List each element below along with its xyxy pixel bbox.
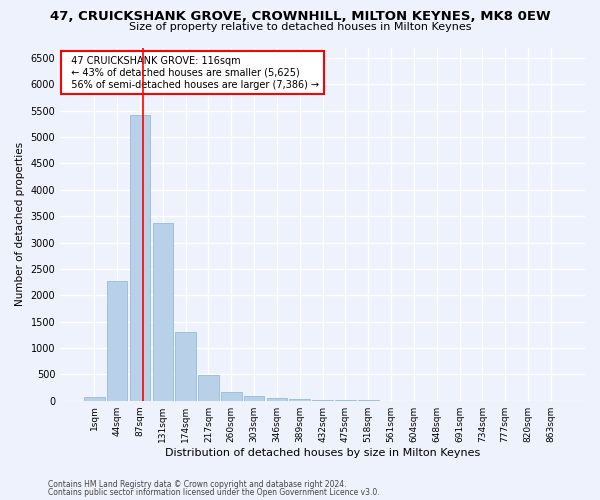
Text: 47 CRUICKSHANK GROVE: 116sqm
  ← 43% of detached houses are smaller (5,625)
  56: 47 CRUICKSHANK GROVE: 116sqm ← 43% of de… xyxy=(65,56,320,90)
Text: 47, CRUICKSHANK GROVE, CROWNHILL, MILTON KEYNES, MK8 0EW: 47, CRUICKSHANK GROVE, CROWNHILL, MILTON… xyxy=(50,10,550,23)
Bar xyxy=(175,332,196,400)
Bar xyxy=(221,392,242,400)
Bar xyxy=(244,396,265,400)
Bar xyxy=(152,222,173,400)
Bar xyxy=(289,399,310,400)
X-axis label: Distribution of detached houses by size in Milton Keynes: Distribution of detached houses by size … xyxy=(165,448,480,458)
Text: Size of property relative to detached houses in Milton Keynes: Size of property relative to detached ho… xyxy=(129,22,471,32)
Bar xyxy=(266,398,287,400)
Text: Contains HM Land Registry data © Crown copyright and database right 2024.: Contains HM Land Registry data © Crown c… xyxy=(48,480,347,489)
Bar xyxy=(107,280,127,400)
Bar xyxy=(198,376,219,400)
Text: Contains public sector information licensed under the Open Government Licence v3: Contains public sector information licen… xyxy=(48,488,380,497)
Y-axis label: Number of detached properties: Number of detached properties xyxy=(15,142,25,306)
Bar xyxy=(130,115,150,401)
Bar xyxy=(84,397,104,400)
